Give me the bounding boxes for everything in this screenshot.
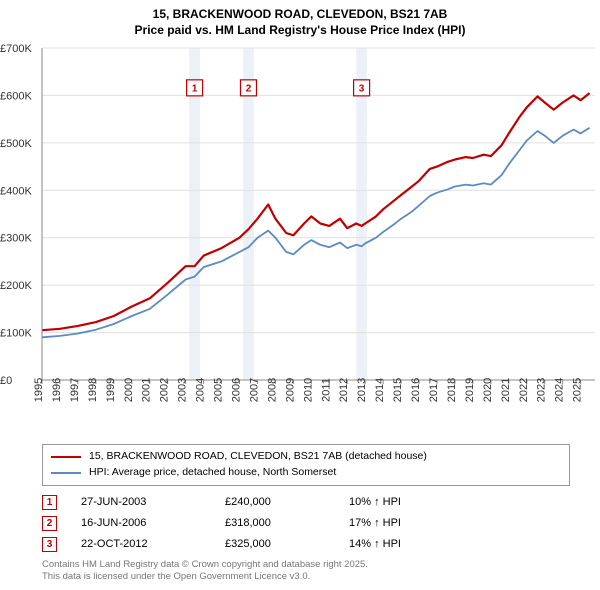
event-date: 16-JUN-2006 <box>81 517 201 529</box>
x-tick-label: 2002 <box>159 378 171 402</box>
x-tick-label: 2013 <box>356 378 368 402</box>
footer-attribution: Contains HM Land Registry data © Crown c… <box>42 559 570 584</box>
y-tick-label: £200K <box>0 281 32 293</box>
event-delta: 17% ↑ HPI <box>349 517 449 529</box>
legend-item: HPI: Average price, detached house, Nort… <box>51 465 561 481</box>
x-tick-label: 2018 <box>446 378 458 402</box>
legend-label: HPI: Average price, detached house, Nort… <box>89 465 336 481</box>
x-tick-label: 1999 <box>105 378 117 402</box>
x-tick-label: 1997 <box>69 378 81 402</box>
chart-marker-label: 1 <box>192 84 198 95</box>
x-tick-label: 2000 <box>123 378 135 402</box>
event-row: 3 22-OCT-2012 £325,000 14% ↑ HPI <box>42 534 570 555</box>
y-tick-label: £300K <box>0 233 32 245</box>
x-tick-label: 2020 <box>482 378 494 402</box>
y-tick-label: £600K <box>0 91 32 103</box>
x-tick-label: 2016 <box>410 378 422 402</box>
x-tick-label: 2017 <box>428 378 440 402</box>
chart-svg: £0 £100K £200K £300K £400K £500K £600K £700K 199… <box>0 40 600 440</box>
x-tick-label: 2008 <box>266 378 278 402</box>
x-tick-label: 1996 <box>51 378 63 402</box>
chart-marker-label: 3 <box>359 84 365 95</box>
x-tick-label: 1995 <box>33 378 45 402</box>
legend-item: 15, BRACKENWOOD ROAD, CLEVEDON, BS21 7AB… <box>51 449 561 465</box>
x-tick-label: 2007 <box>248 378 260 402</box>
x-tick-label: 2012 <box>338 378 350 402</box>
x-tick-label: 2009 <box>284 378 296 402</box>
y-tick-label: £400K <box>0 186 32 198</box>
event-row: 2 16-JUN-2006 £318,000 17% ↑ HPI <box>42 513 570 534</box>
legend-swatch <box>51 456 81 458</box>
x-tick-label: 2006 <box>231 378 243 402</box>
event-marker: 2 <box>42 516 57 531</box>
legend: 15, BRACKENWOOD ROAD, CLEVEDON, BS21 7AB… <box>42 444 570 486</box>
x-tick-label: 2003 <box>177 378 189 402</box>
y-tick-label: £100K <box>0 328 32 340</box>
x-tick-label: 2022 <box>518 378 530 402</box>
x-tick-label: 2011 <box>320 379 332 403</box>
y-tick-label: £500K <box>0 138 32 150</box>
x-tick-label: 2023 <box>536 378 548 402</box>
event-row: 1 27-JUN-2003 £240,000 10% ↑ HPI <box>42 492 570 513</box>
footer-line2: This data is licensed under the Open Gov… <box>42 571 570 583</box>
x-tick-label: 2014 <box>374 378 386 402</box>
event-price: £240,000 <box>225 496 325 508</box>
legend-label: 15, BRACKENWOOD ROAD, CLEVEDON, BS21 7AB… <box>89 449 427 465</box>
event-delta: 10% ↑ HPI <box>349 496 449 508</box>
x-tick-label: 2015 <box>392 378 404 402</box>
x-tick-label: 2021 <box>500 378 512 402</box>
footer-line1: Contains HM Land Registry data © Crown c… <box>42 559 570 571</box>
event-marker: 1 <box>42 495 57 510</box>
price-chart: £0 £100K £200K £300K £400K £500K £600K £700K 199… <box>0 40 600 440</box>
event-price: £325,000 <box>225 538 325 550</box>
events-table: 1 27-JUN-2003 £240,000 10% ↑ HPI 2 16-JUN-200… <box>42 492 570 555</box>
chart-title: 15, BRACKENWOOD ROAD, CLEVEDON, BS21 7AB… <box>0 0 600 40</box>
x-tick-label: 1998 <box>87 378 99 402</box>
x-tick-label: 2019 <box>464 378 476 402</box>
x-tick-label: 2025 <box>572 378 584 402</box>
x-tick-label: 2010 <box>302 378 314 402</box>
x-tick-label: 2001 <box>141 378 153 402</box>
x-tick-label: 2024 <box>554 378 566 402</box>
event-date: 27-JUN-2003 <box>81 496 201 508</box>
legend-swatch <box>51 472 81 474</box>
title-line1: 15, BRACKENWOOD ROAD, CLEVEDON, BS21 7AB <box>10 6 590 22</box>
event-date: 22-OCT-2012 <box>81 538 201 550</box>
y-tick-label: £0 <box>0 375 12 387</box>
x-tick-label: 2005 <box>213 378 225 402</box>
event-marker: 3 <box>42 537 57 552</box>
x-tick-label: 2004 <box>195 378 207 402</box>
event-delta: 14% ↑ HPI <box>349 538 449 550</box>
y-tick-label: £700K <box>0 43 32 55</box>
event-price: £318,000 <box>225 517 325 529</box>
chart-marker-label: 2 <box>246 84 252 95</box>
title-line2: Price paid vs. HM Land Registry's House … <box>10 22 590 38</box>
